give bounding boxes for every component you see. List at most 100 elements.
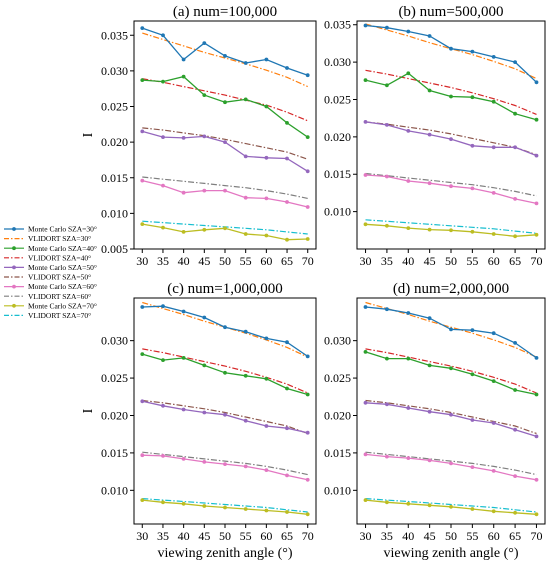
data-point <box>181 74 186 79</box>
data-point <box>513 197 517 201</box>
data-point <box>285 473 289 478</box>
data-point <box>363 305 368 309</box>
data-point <box>161 358 165 362</box>
legend-marker <box>12 227 16 231</box>
y-tick-label: 0.015 <box>101 446 128 460</box>
series-line <box>142 451 308 476</box>
x-axis-label: viewing zenith angle (°) <box>383 546 518 561</box>
panel-title: (c) num=1,000,000 <box>167 281 283 297</box>
data-point <box>243 373 248 378</box>
data-point <box>140 352 145 356</box>
data-point <box>285 121 289 125</box>
data-point <box>385 454 389 459</box>
data-point <box>202 315 207 320</box>
x-tick-label: 60 <box>488 529 500 543</box>
series-line <box>365 498 537 513</box>
y-tick-label: 0.025 <box>324 92 351 106</box>
y-tick-label: 0.010 <box>324 483 351 497</box>
data-point <box>513 111 517 116</box>
x-tick-label: 50 <box>445 529 457 543</box>
y-tick-label: 0.025 <box>101 100 128 114</box>
data-point <box>534 232 539 237</box>
data-point <box>513 388 517 392</box>
data-point <box>513 145 517 150</box>
data-point <box>491 331 496 336</box>
x-tick-label: 30 <box>136 254 148 268</box>
data-point <box>534 117 539 122</box>
data-point <box>243 195 248 200</box>
legend-marker <box>12 284 16 289</box>
data-point <box>534 392 539 397</box>
data-point <box>264 196 269 201</box>
data-point <box>285 340 289 345</box>
series-line <box>365 301 537 358</box>
x-tick-label: 45 <box>424 254 436 268</box>
series-line <box>365 453 537 481</box>
data-point <box>406 356 411 361</box>
chart-panel-1: (b) num=500,000 30 35 40 45 50 55 60 65 70 0.010 0.… <box>324 4 546 268</box>
data-point <box>181 356 186 360</box>
series-line <box>142 78 308 122</box>
chart-panel-0: (a) num=100,000 30 35 40 45 50 55 60 65 70 0.005 0.… <box>81 4 317 268</box>
data-point <box>285 237 289 242</box>
data-point <box>223 188 227 193</box>
data-point <box>140 178 145 183</box>
data-point <box>140 498 145 502</box>
data-point <box>363 78 368 82</box>
x-tick-label: 55 <box>466 254 478 268</box>
data-point <box>385 223 389 228</box>
data-point <box>181 230 186 234</box>
plot-frame <box>356 297 546 525</box>
data-point <box>406 71 411 76</box>
data-point <box>513 474 517 478</box>
y-tick-label: 0.010 <box>101 483 128 497</box>
data-point <box>305 430 310 435</box>
data-point <box>140 453 145 458</box>
x-tick-label: 70 <box>302 529 314 543</box>
data-point <box>491 145 496 150</box>
y-tick-label: 0.020 <box>324 130 351 144</box>
data-point <box>534 356 539 360</box>
data-point <box>264 104 269 109</box>
data-point <box>202 504 207 508</box>
data-point <box>181 407 186 412</box>
x-tick-label: 65 <box>281 529 293 543</box>
legend-label: Monte Carlo SZA=60° <box>28 282 97 291</box>
data-point <box>181 501 186 506</box>
data-point <box>406 226 411 231</box>
data-point <box>161 183 165 188</box>
data-point <box>427 227 432 232</box>
data-point <box>202 188 207 193</box>
series-line <box>142 305 309 357</box>
data-point <box>223 54 227 58</box>
data-point <box>243 154 248 159</box>
data-point <box>449 46 453 51</box>
data-point <box>513 60 517 64</box>
y-tick-label: 0.020 <box>324 408 351 422</box>
y-tick-label: 0.030 <box>101 64 128 78</box>
x-tick-label: 35 <box>381 529 393 543</box>
data-point <box>140 129 145 134</box>
data-point <box>305 205 310 209</box>
data-point <box>363 23 368 28</box>
series-line <box>365 306 537 359</box>
x-axis-label: viewing zenith angle (°) <box>157 546 292 561</box>
data-point <box>470 186 475 191</box>
data-point <box>406 406 411 410</box>
data-point <box>140 222 145 227</box>
data-point <box>202 93 207 97</box>
x-tick-label: 35 <box>157 254 169 268</box>
data-point <box>285 200 289 204</box>
data-point <box>264 424 269 428</box>
data-point <box>305 73 310 78</box>
data-point <box>513 341 517 345</box>
panel-title: (b) num=500,000 <box>398 4 503 20</box>
data-point <box>385 307 389 312</box>
data-point <box>161 500 165 505</box>
data-point <box>534 434 539 439</box>
data-point <box>534 153 539 158</box>
x-tick-label: 30 <box>136 529 148 543</box>
data-point <box>285 386 289 391</box>
data-point <box>140 26 145 30</box>
